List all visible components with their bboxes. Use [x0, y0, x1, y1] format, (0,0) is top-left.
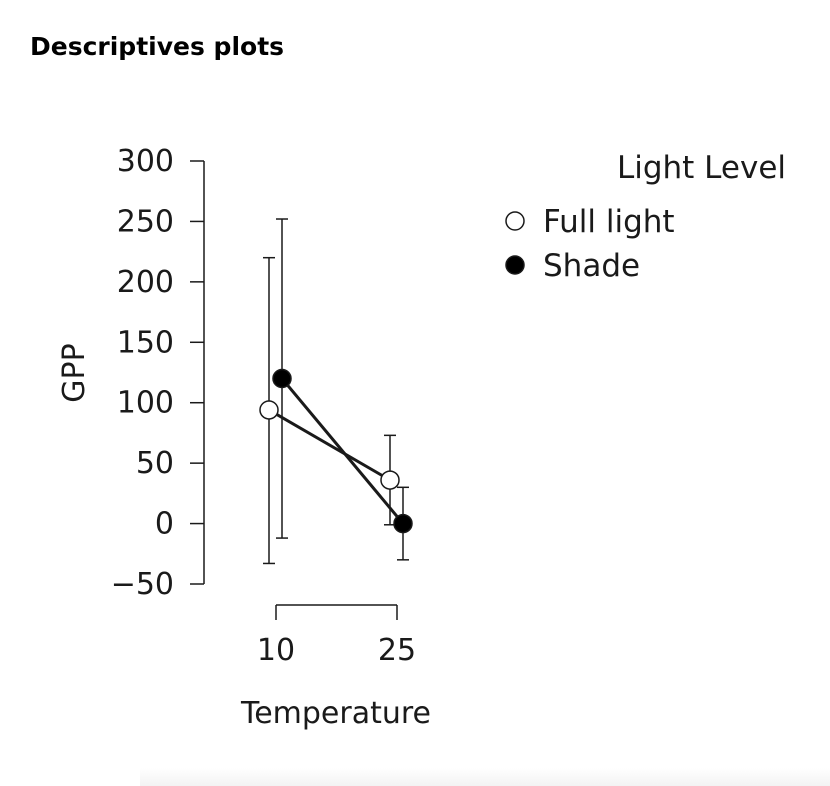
- data-point: [272, 368, 292, 389]
- section-heading: Descriptives plots: [30, 32, 285, 61]
- legend-marker: [505, 211, 525, 231]
- x-axis: 10 25: [257, 604, 416, 668]
- series-layer: [259, 218, 413, 565]
- y-tick-label: 50: [136, 446, 174, 481]
- legend: Light Level Full light Shade: [505, 150, 786, 284]
- series-line: [268, 408, 391, 482]
- y-tick-label: 0: [155, 507, 174, 542]
- x-tick-label: 10: [257, 633, 295, 668]
- y-tick-label: 250: [117, 204, 174, 239]
- y-tick-label: 100: [117, 386, 174, 421]
- data-point: [380, 470, 400, 490]
- legend-entry: Shade: [543, 248, 640, 284]
- data-point: [259, 400, 279, 420]
- legend-entry: Full light: [543, 204, 675, 240]
- y-tick-label: 200: [117, 265, 174, 300]
- data-point: [393, 513, 413, 534]
- series-line: [280, 377, 405, 525]
- legend-marker: [505, 255, 525, 275]
- y-tick-label: 300: [117, 144, 174, 179]
- legend-title: Light Level: [617, 150, 786, 186]
- y-tick-label: 150: [117, 325, 174, 360]
- bottom-scroll-shadow: [140, 768, 830, 786]
- y-tick-label: −50: [111, 567, 174, 602]
- x-axis-title: Temperature: [240, 696, 431, 731]
- y-axis: −50 0 50 100 150 200 250 300: [111, 144, 205, 602]
- x-tick-label: 25: [378, 633, 416, 668]
- y-axis-title: GPP: [57, 343, 92, 402]
